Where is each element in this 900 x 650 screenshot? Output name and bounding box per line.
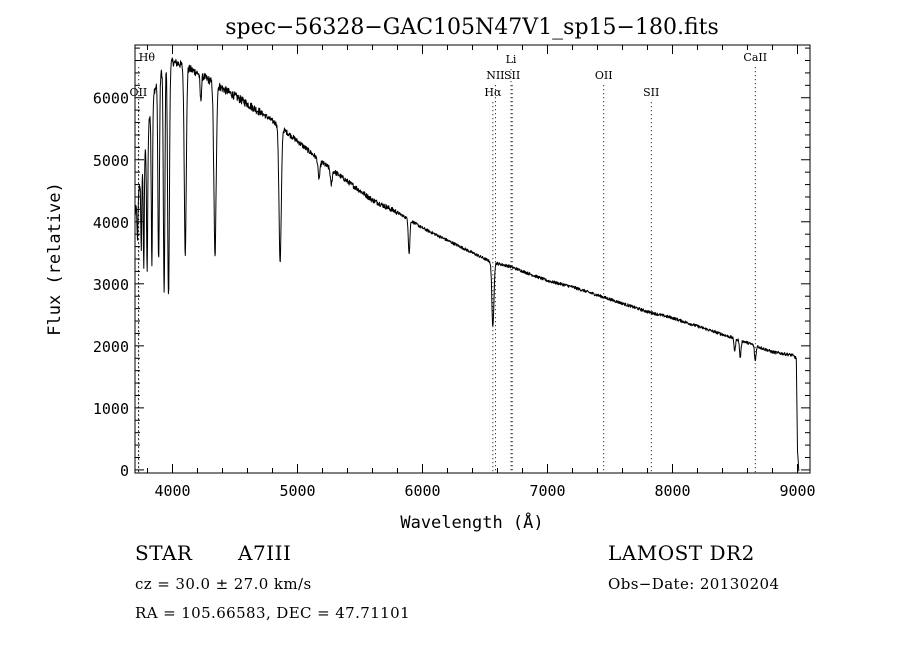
x-tick-label: 8000 [654,482,690,500]
x-tick-label: 9000 [779,482,815,500]
coordinates: RA = 105.66583, DEC = 47.71101 [135,604,411,622]
x-axis-label: Wavelength (Å) [400,511,543,533]
line-marker-label: Li [506,53,517,66]
line-marker-label: SII [643,86,659,99]
object-type: STAR [135,541,193,565]
line-marker-label: SII [504,69,520,82]
y-tick-label: 1000 [93,400,129,418]
spectrum-line [134,57,800,472]
y-tick-label: 2000 [93,338,129,356]
line-marker-label: Hθ [139,51,156,64]
x-tick-label: 4000 [154,482,190,500]
y-axis-label: Flux (relative) [45,182,65,336]
y-tick-label: 3000 [93,276,129,294]
line-marker-label: OII [595,69,613,82]
observation-date: Obs−Date: 20130204 [608,575,780,593]
x-tick-label: 7000 [529,482,565,500]
redshift-value: cz = 30.0 ± 27.0 km/s [135,575,312,593]
y-tick-label: 5000 [93,152,129,170]
object-subclass: A7III [238,541,292,565]
line-marker-label: Hα [484,86,502,99]
line-marker-label: NII [486,69,504,82]
chart-title: spec−56328−GAC105N47V1_sp15−180.fits [225,15,719,40]
line-marker-label: OII [130,86,148,99]
x-tick-label: 6000 [404,482,440,500]
line-marker-label: CaII [743,51,767,64]
y-tick-label: 0 [120,462,129,480]
y-tick-label: 6000 [93,90,129,108]
survey-name: LAMOST DR2 [608,541,755,565]
y-tick-label: 4000 [93,214,129,232]
x-tick-label: 5000 [279,482,315,500]
